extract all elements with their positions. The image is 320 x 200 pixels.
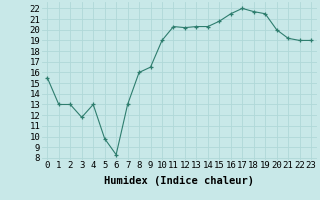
X-axis label: Humidex (Indice chaleur): Humidex (Indice chaleur) bbox=[104, 176, 254, 186]
